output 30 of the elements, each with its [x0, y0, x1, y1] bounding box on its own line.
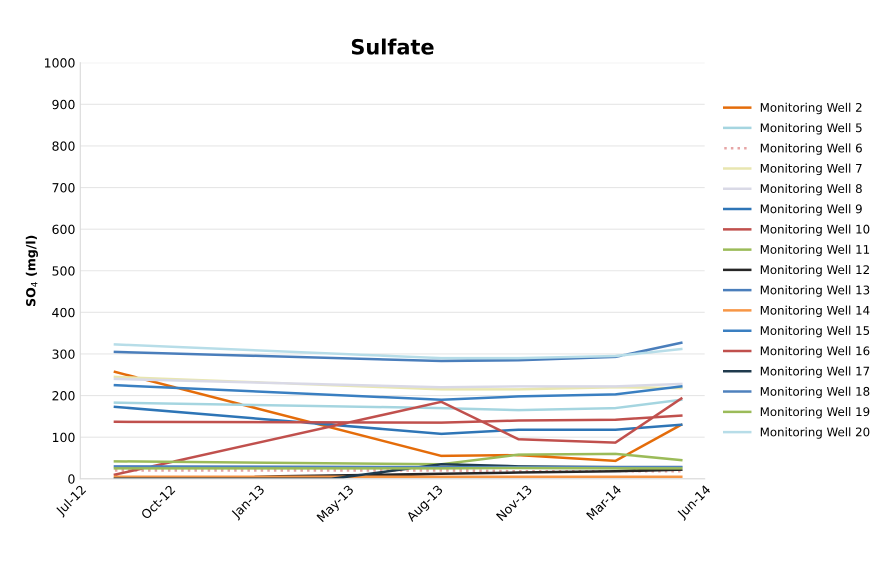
legend-label: Monitoring Well 14 — [760, 306, 870, 318]
legend-label: Monitoring Well 19 — [760, 406, 870, 418]
legend-label: Monitoring Well 8 — [760, 184, 862, 196]
chart-title: Sulfate — [352, 38, 434, 55]
y-tick-label: 0 — [68, 474, 75, 484]
y-tick-label: 700 — [52, 183, 75, 192]
y-tick-label: 100 — [52, 432, 75, 442]
legend-label: Monitoring Well 6 — [760, 143, 862, 155]
y-tick-label: 800 — [52, 141, 75, 151]
legend-label: Monitoring Well 13 — [760, 285, 870, 297]
legend-label: Monitoring Well 20 — [760, 427, 870, 439]
y-tick-label: 200 — [52, 391, 75, 401]
legend-label: Monitoring Well 10 — [760, 224, 870, 236]
y-tick-label: 900 — [52, 100, 75, 110]
legend-label: Monitoring Well 18 — [760, 386, 870, 398]
y-tick-label: 400 — [52, 308, 75, 318]
legend-label: Monitoring Well 9 — [760, 204, 862, 216]
legend-label: Monitoring Well 7 — [760, 164, 862, 176]
y-tick-label: 1000 — [44, 58, 75, 68]
legend-label: Monitoring Well 12 — [760, 265, 869, 276]
legend-label: Monitoring Well 16 — [760, 346, 870, 358]
legend-label: Monitoring Well 17 — [760, 366, 870, 378]
y-tick-label: 600 — [52, 224, 75, 234]
legend-label: Monitoring Well 11 — [760, 244, 870, 256]
y-axis-title: SO$_{4}$ (mg/l) — [26, 236, 38, 306]
legend-label: Monitoring Well 2 — [760, 102, 862, 114]
y-tick-label: 300 — [52, 349, 75, 359]
y-tick-label: 500 — [52, 266, 75, 276]
legend-label: Monitoring Well 15 — [760, 326, 870, 338]
legend-label: Monitoring Well 5 — [760, 123, 862, 135]
